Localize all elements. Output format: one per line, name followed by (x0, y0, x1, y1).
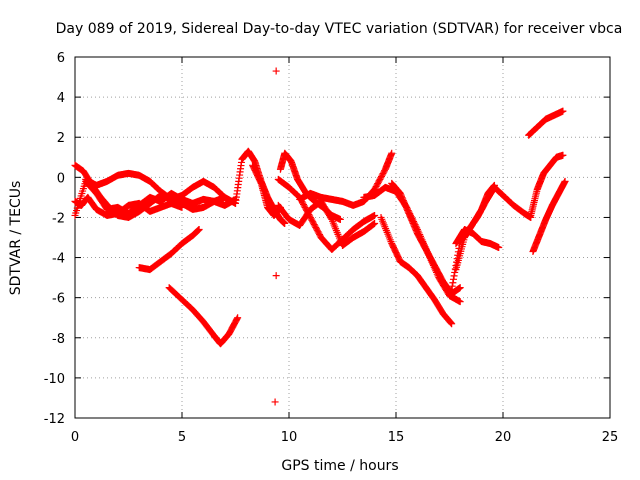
data-point (388, 149, 396, 157)
grid-lines (75, 57, 610, 418)
outlier-point (271, 398, 279, 406)
data-point (449, 275, 457, 283)
data-point (452, 262, 460, 270)
x-axis-label: GPS time / hours (281, 458, 398, 474)
y-tick-label: -10 (44, 372, 65, 387)
axis-ticks: 0 5 10 15 20 25 -12 -10 -8 -6 -4 -2 0 2 4 6 (44, 51, 619, 445)
data-point (455, 244, 463, 252)
data-point (451, 268, 459, 276)
data-point (257, 178, 265, 186)
chart-title: Day 089 of 2019, Sidereal Day-to-day VTE… (56, 21, 623, 37)
data-point (449, 279, 457, 287)
data-point (371, 211, 379, 219)
y-tick-label: -8 (52, 332, 65, 347)
data-point (178, 203, 186, 211)
x-tick-label: 0 (71, 430, 79, 445)
y-tick-label: -12 (44, 412, 65, 427)
data-point (495, 244, 503, 252)
x-tick-label: 5 (178, 430, 186, 445)
data-point (448, 320, 456, 328)
y-tick-label: 4 (57, 91, 65, 106)
y-tick-label: -6 (52, 292, 65, 307)
data-point (456, 298, 464, 306)
y-tick-label: 6 (57, 51, 65, 66)
outlier-point (272, 67, 280, 75)
x-tick-label: 25 (602, 430, 619, 445)
data-point (448, 286, 456, 294)
y-axis-label: SDTVAR / TECUs (8, 181, 24, 296)
y-tick-label: -4 (52, 252, 65, 267)
data-point (559, 151, 567, 159)
data-point (454, 251, 462, 259)
x-tick-label: 20 (495, 430, 512, 445)
x-tick-label: 15 (388, 430, 405, 445)
data-point (451, 265, 459, 273)
data-point (281, 219, 289, 227)
outlier-point (272, 272, 280, 280)
data-point (327, 214, 335, 222)
data-point (371, 219, 379, 227)
data-point (454, 248, 462, 256)
data-point (453, 255, 461, 263)
data-point (447, 319, 455, 327)
data-point (456, 284, 464, 292)
data-point (195, 225, 203, 233)
data-point (450, 272, 458, 280)
data-point (234, 314, 242, 322)
data-point (336, 215, 344, 223)
data-point (448, 282, 456, 290)
data-point (446, 318, 454, 326)
y-tick-label: 0 (57, 171, 65, 186)
data-point (233, 315, 241, 323)
data-point (453, 258, 461, 266)
plot-frame (74, 56, 611, 419)
data-point (559, 107, 567, 115)
x-tick-label: 10 (281, 430, 298, 445)
data-points (71, 67, 569, 406)
y-tick-label: -2 (52, 211, 65, 226)
data-point (561, 177, 569, 185)
y-tick-label: 2 (57, 131, 65, 146)
